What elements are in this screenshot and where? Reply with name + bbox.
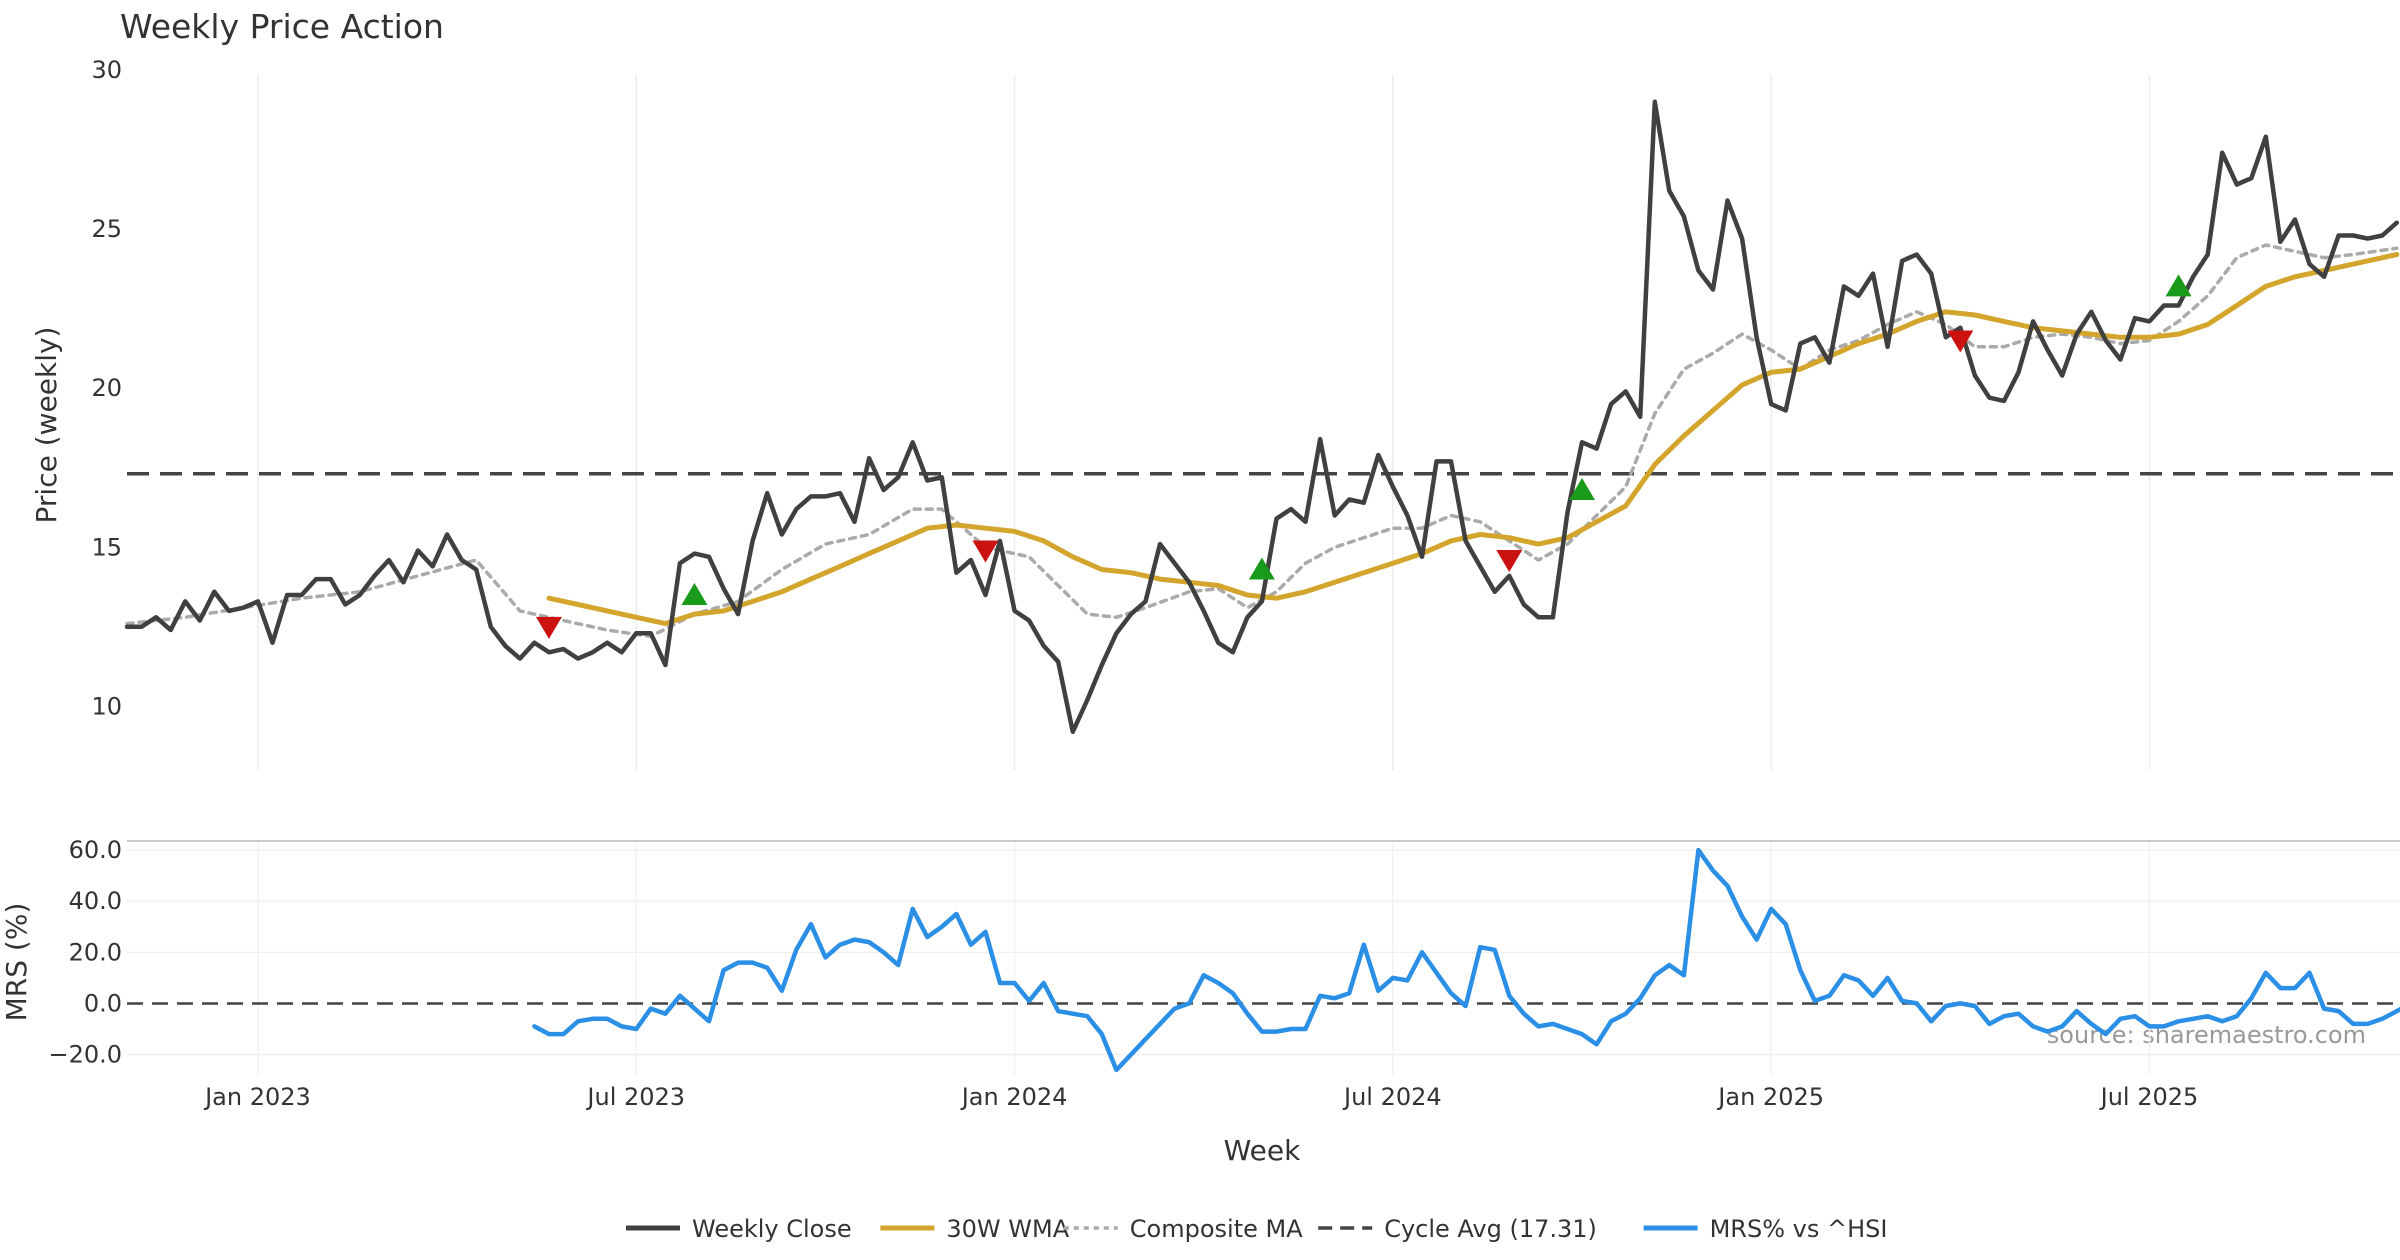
x-tick-label: Jan 2023 [203, 1083, 311, 1111]
legend: Weekly Close 30W WMA Composite MA Cycle Avg… [626, 1215, 1887, 1243]
weekly-close-line [124, 99, 2400, 735]
x-tick-label: Jul 2025 [2099, 1083, 2199, 1111]
legend-label: Weekly Close [692, 1215, 852, 1243]
price-y-tick-label: 20 [91, 374, 122, 402]
chart-title: Weekly Price Action [120, 7, 444, 46]
legend-label: MRS% vs ^HSI [1710, 1215, 1888, 1243]
legend-label: Composite MA [1130, 1215, 1303, 1243]
x-axis-title: Week [1224, 1134, 1301, 1167]
mrs-line [532, 847, 2400, 1073]
sell-signal-marker [1496, 550, 1523, 572]
x-tick-label: Jul 2023 [585, 1083, 685, 1111]
mrs-y-axis-title: MRS (%) [0, 903, 33, 1022]
mrs-panel: 60.0 40.0 20.0 0.0 −20.0 [48, 836, 2400, 1075]
x-tick-label: Jan 2025 [1716, 1083, 1824, 1111]
source-label: source: sharemaestro.com [2047, 1021, 2366, 1049]
mrs-y-tick-label: −20.0 [48, 1041, 122, 1069]
mrs-y-tick-label: 40.0 [69, 887, 122, 915]
wma-30w-line [546, 252, 2400, 627]
price-y-tick-label: 30 [91, 56, 122, 84]
legend-item-mrs: MRS% vs ^HSI [1643, 1215, 1888, 1243]
buy-signal-marker [1248, 557, 1275, 580]
price-y-tick-label: 25 [91, 215, 122, 243]
sell-signal-marker [535, 616, 562, 639]
mrs-y-tick-label: 60.0 [69, 836, 122, 864]
buy-signal-marker [2165, 274, 2192, 297]
sell-signal-marker [972, 540, 999, 563]
price-y-axis-title: Price (weekly) [30, 327, 63, 524]
legend-item-cycle: Cycle Avg (17.31) [1318, 1215, 1597, 1243]
legend-item-close: Weekly Close [626, 1215, 852, 1243]
legend-label: Cycle Avg (17.31) [1384, 1215, 1597, 1243]
buy-signal-marker [1569, 478, 1595, 500]
x-tick-label: Jan 2024 [960, 1083, 1068, 1111]
mrs-y-tick-label: 20.0 [69, 938, 122, 966]
buy-signal-marker [681, 583, 708, 605]
price-y-tick-label: 10 [91, 692, 122, 720]
legend-item-composite: Composite MA [1063, 1215, 1303, 1243]
x-axis: Jan 2023 Jul 2023 Jan 2024 Jul 2024 Jan 2025… [203, 1083, 2198, 1111]
legend-item-wma: 30W WMA [880, 1215, 1070, 1243]
mrs-y-tick-label: 0.0 [84, 989, 122, 1017]
composite-ma-line [125, 243, 2399, 639]
price-panel: 10 15 20 25 30 [91, 56, 2400, 770]
legend-label: 30W WMA [946, 1215, 1069, 1243]
sell-signal-marker [1947, 330, 1974, 353]
x-tick-label: Jul 2024 [1342, 1083, 1442, 1111]
price-y-tick-label: 15 [91, 533, 122, 561]
